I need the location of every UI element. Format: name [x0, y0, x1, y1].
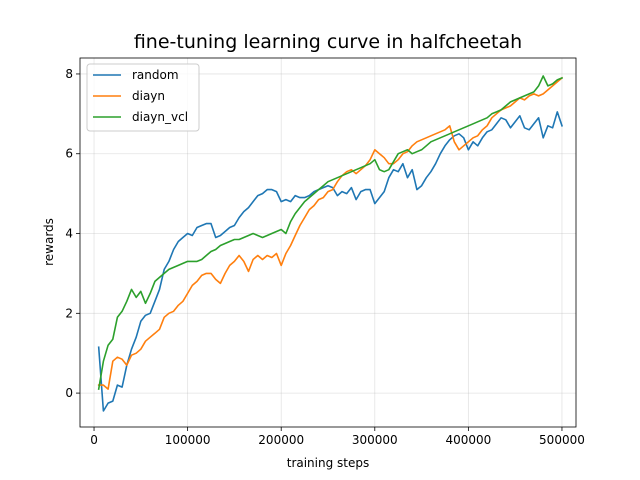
y-tick-label: 8 — [65, 67, 73, 81]
x-tick-label: 100000 — [165, 433, 211, 447]
x-tick-label: 300000 — [352, 433, 398, 447]
y-tick-label: 2 — [65, 306, 73, 320]
series-line-random — [97, 111, 564, 412]
x-axis-ticks: 0 100000 200000 300000 400000 500000 — [90, 427, 585, 447]
x-tick-label: 200000 — [258, 433, 304, 447]
series-line-diayn-vcl — [97, 75, 564, 391]
y-axis-ticks: 0 2 4 6 8 — [65, 67, 80, 400]
plot-frame — [79, 57, 577, 428]
y-axis-label: rewards — [42, 218, 56, 266]
legend-box — [86, 63, 200, 132]
legend: random diayn diayn_vcl — [86, 63, 200, 132]
legend-label-random: random — [132, 68, 179, 82]
y-tick-label: 4 — [65, 227, 73, 241]
x-axis-label: training steps — [287, 456, 370, 470]
x-tick-label: 400000 — [445, 433, 491, 447]
y-tick-label: 6 — [65, 147, 73, 161]
series-line-diayn — [97, 76, 564, 390]
chart-title: fine-tuning learning curve in halfcheeta… — [134, 31, 522, 53]
series-lines — [97, 75, 564, 412]
legend-items: random diayn diayn_vcl — [93, 68, 188, 124]
legend-label-diayn-vcl: diayn_vcl — [132, 110, 188, 124]
x-tick-label: 0 — [90, 433, 98, 447]
y-tick-label: 0 — [65, 386, 73, 400]
x-tick-label: 500000 — [539, 433, 585, 447]
grid-lines — [80, 58, 576, 427]
legend-label-diayn: diayn — [132, 89, 165, 103]
